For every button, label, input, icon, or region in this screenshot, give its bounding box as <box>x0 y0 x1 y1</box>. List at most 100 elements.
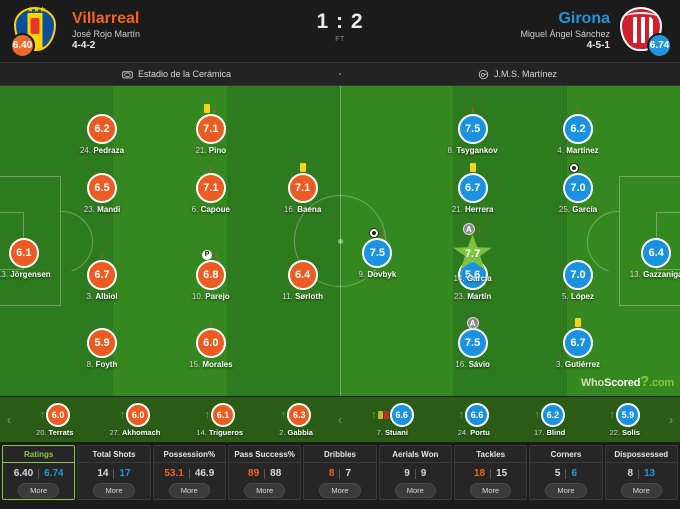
player-name: 13. Jörgensen <box>0 270 51 280</box>
player-card[interactable]: ↓ 7.0 25. García <box>541 162 615 214</box>
player-card[interactable]: 6.113. Jörgensen <box>0 227 61 279</box>
player-rating-bubble[interactable]: 6.5 <box>87 173 117 204</box>
stat-card[interactable]: Pass Success% 89 88 More <box>227 445 302 500</box>
stat-home-value: 6.40 <box>13 468 34 479</box>
player-rating-bubble[interactable]: 5.9 <box>87 328 117 359</box>
player-rating-bubble[interactable]: 7.0 <box>563 260 593 291</box>
stat-more-button[interactable]: More <box>319 483 361 498</box>
player-name: 16. Sávio <box>455 360 490 370</box>
substitute-rating-bubble[interactable]: 6.1 <box>211 402 235 427</box>
substitute-item[interactable]: ↑ 6.6 24. Portu <box>458 402 490 437</box>
player-event-marks <box>266 162 340 173</box>
stadium-name: Estadio de la Cerámica <box>138 69 232 79</box>
player-card[interactable]: A ↓ 7.7 14. García <box>436 222 510 283</box>
stat-more-button[interactable]: More <box>244 483 286 498</box>
stat-more-button[interactable]: More <box>470 483 512 498</box>
player-rating-bubble[interactable]: 7.1 <box>195 114 226 145</box>
stat-card[interactable]: Ratings 6.40 6.74 More <box>2 445 76 500</box>
player-rating-bubble[interactable]: 6.4 <box>641 238 672 269</box>
player-rating-bubble[interactable]: 7.0 <box>563 173 593 204</box>
stat-away-value: 88 <box>270 468 282 479</box>
player-card[interactable]: P ↓ 6.8 10. Parejo <box>174 249 248 301</box>
substitute-rating-bubble[interactable]: 6.3 <box>287 402 312 427</box>
player-rating-bubble[interactable]: 6.2 <box>87 114 117 145</box>
substitute-rating-bubble[interactable]: 6.2 <box>540 402 565 427</box>
player-rating-bubble[interactable]: 6.1 <box>8 238 39 269</box>
substitute-item[interactable]: ↑ 6.0 20. Terrats <box>36 402 73 437</box>
substitute-rating-bubble[interactable]: 5.9 <box>615 402 640 427</box>
player-card[interactable]: ↓ 7.1 21. Pino <box>174 103 248 155</box>
player-card[interactable]: 7.1 16. Baena <box>266 162 340 214</box>
substitute-rating-bubble[interactable]: 6.6 <box>389 402 414 427</box>
substitute-rating-bubble[interactable]: 6.0 <box>126 402 151 427</box>
substitute-item[interactable]: ↑ 6.0 27. Akhomach <box>109 402 160 437</box>
home-team-block[interactable]: ★★★ 6.40 Villarreal José Rojo Martín 4-4… <box>0 5 280 58</box>
stat-more-button[interactable]: More <box>394 483 436 498</box>
player-card[interactable]: 6.7 21. Herrera <box>436 162 510 214</box>
stat-home-value: 8 <box>328 468 335 479</box>
player-name: 23. Martín <box>453 292 492 302</box>
sub-on-arrow-icon: ↑ <box>609 408 615 421</box>
player-rating: 7.7 <box>464 248 481 261</box>
player-card[interactable]: A 7.5 16. Sávio <box>436 316 510 370</box>
player-card[interactable]: ↓ 6.7 3. Albiol <box>65 249 139 301</box>
substitute-item[interactable]: ↑ 6.3 2. Gabbia <box>279 402 313 437</box>
player-rating-bubble[interactable]: 6.2 <box>563 114 593 145</box>
player-rating-bubble[interactable]: 6.7 <box>457 173 488 204</box>
player-card[interactable]: ↓ 6.2 4. Martínez <box>541 103 615 155</box>
stat-more-button[interactable]: More <box>620 483 662 498</box>
player-rating-bubble[interactable]: 7.5 <box>457 328 488 359</box>
subs-next-arrow-icon[interactable]: › <box>668 412 674 427</box>
player-card[interactable]: ↓ 7.1 6. Capoue <box>174 162 248 214</box>
stat-card[interactable]: Total Shots 14 17 More <box>77 445 151 500</box>
substitute-item[interactable]: ↑ 6.1 14. Trigueros <box>196 402 243 437</box>
stat-more-button[interactable]: More <box>545 483 587 498</box>
player-card[interactable]: 5.9 8. Foyth <box>65 317 139 369</box>
stat-more-button[interactable]: More <box>93 483 135 498</box>
subs-divider-arrow-icon[interactable]: ‹ <box>337 412 343 427</box>
substitute-rating-bubble[interactable]: 6.6 <box>465 402 490 427</box>
stat-away-value: 6.74 <box>44 468 64 479</box>
player-card[interactable]: ↓ 7.5 9. Dovbyk <box>340 227 414 279</box>
home-team-name[interactable]: Villarreal <box>72 10 140 27</box>
player-card[interactable]: 6.7 3. Gutiérrez <box>541 317 615 369</box>
player-rating-bubble[interactable]: 7.5 <box>457 114 488 145</box>
stadium-icon <box>122 70 133 78</box>
stat-card[interactable]: Dribbles 8 7 More <box>303 445 377 500</box>
player-card[interactable]: ↓ 7.5 8. Tsygankov <box>436 103 510 155</box>
away-team-name[interactable]: Girona <box>558 10 610 27</box>
away-team-block[interactable]: Girona Miguel Ángel Sánchez 4-5-1 6.74 <box>400 7 680 58</box>
stat-card[interactable]: Aerials Won 9 9 More <box>378 445 452 500</box>
player-card[interactable]: 7.0 5. López <box>541 249 615 301</box>
stat-card[interactable]: Dispossessed 8 13 More <box>604 445 678 500</box>
substitute-item[interactable]: ↑ 6.2 17. Blind <box>534 402 565 437</box>
player-card[interactable]: 6.4 11. Sørloth <box>266 249 340 301</box>
player-rating-bubble[interactable]: 7.5 <box>362 238 393 269</box>
player-card[interactable]: 6.4 13. Gazzaniga <box>619 227 680 279</box>
motm-star-icon[interactable]: 7.7 <box>453 234 493 272</box>
stat-more-button[interactable]: More <box>168 483 210 498</box>
stat-card[interactable]: Tackles 18 15 More <box>453 445 528 500</box>
player-rating-bubble[interactable]: 6.7 <box>563 328 593 359</box>
stat-values: 14 17 <box>97 463 130 483</box>
player-rating-bubble[interactable]: 7.1 <box>195 173 226 204</box>
substitute-item[interactable]: ↑ 5.9 22. Solís <box>609 402 640 437</box>
substitute-rating-bubble[interactable]: 6.0 <box>45 402 70 427</box>
player-rating-bubble[interactable]: 6.0 <box>195 328 226 359</box>
stat-card[interactable]: Possession% 53.1 46.9 More <box>152 445 226 500</box>
subs-prev-arrow-icon[interactable]: ‹ <box>6 412 12 427</box>
player-card[interactable]: 6.5 23. Mandi <box>65 162 139 214</box>
player-card[interactable]: ↓ 6.0 15. Morales <box>174 317 248 369</box>
player-event-marks: ↓ <box>541 162 615 173</box>
stat-card[interactable]: Corners 5 6 More <box>529 445 603 500</box>
player-rating-bubble[interactable]: 6.8 <box>195 260 226 291</box>
player-rating-bubble[interactable]: 6.7 <box>87 260 117 291</box>
player-event-marks: A <box>436 316 510 329</box>
player-rating-bubble[interactable]: 6.4 <box>287 260 318 291</box>
player-rating-bubble[interactable]: 7.1 <box>287 173 318 204</box>
player-card[interactable]: 6.2 24. Pedraza <box>65 103 139 155</box>
sub-on-arrow-icon: ↑ <box>458 408 465 421</box>
yellow-card-icon <box>204 104 211 114</box>
stat-more-button[interactable]: More <box>18 483 60 498</box>
substitute-item[interactable]: ↑ 6.6 7. Stuani <box>371 402 414 437</box>
